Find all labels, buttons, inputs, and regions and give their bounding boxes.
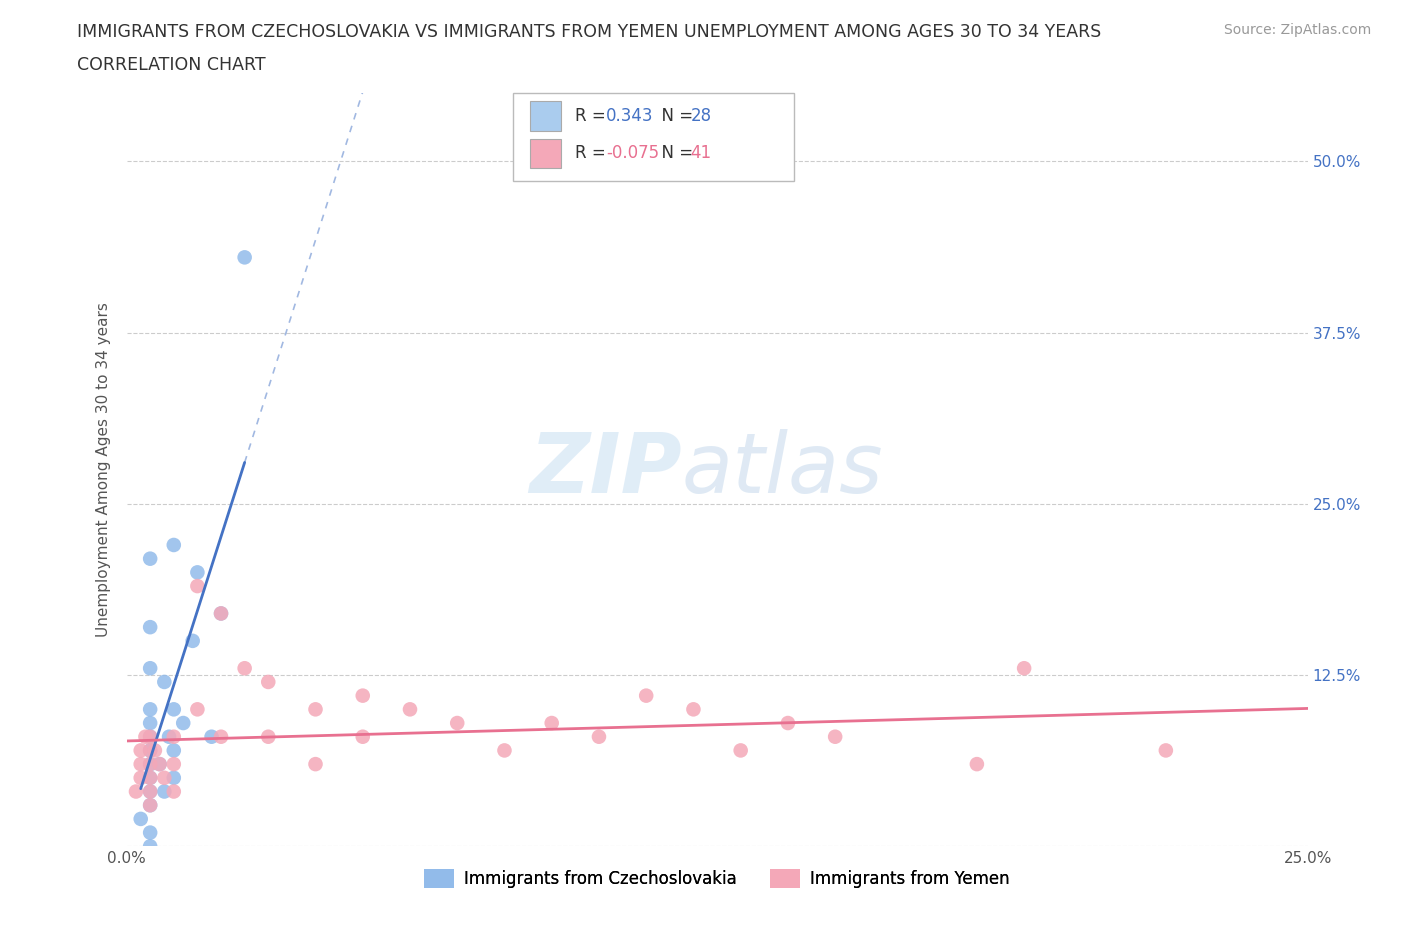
- Point: [163, 770, 186, 785]
- Point: [139, 798, 162, 813]
- Point: [163, 702, 186, 717]
- Text: CORRELATION CHART: CORRELATION CHART: [77, 56, 266, 73]
- Point: [824, 729, 846, 744]
- Point: [200, 729, 222, 744]
- Text: 0.343: 0.343: [606, 107, 654, 126]
- Point: [139, 743, 162, 758]
- Point: [257, 729, 280, 744]
- Point: [181, 633, 204, 648]
- Point: [139, 619, 162, 634]
- Text: N =: N =: [651, 144, 699, 163]
- Point: [153, 770, 176, 785]
- Point: [304, 757, 326, 772]
- Point: [153, 674, 176, 689]
- Point: [157, 729, 180, 744]
- Text: Source: ZipAtlas.com: Source: ZipAtlas.com: [1223, 23, 1371, 37]
- Point: [172, 715, 194, 730]
- Point: [446, 715, 468, 730]
- Point: [139, 839, 162, 854]
- Point: [139, 743, 162, 758]
- Point: [209, 606, 232, 621]
- Point: [257, 674, 280, 689]
- Point: [139, 784, 162, 799]
- Point: [134, 729, 156, 744]
- Point: [139, 715, 162, 730]
- Text: R =: R =: [575, 107, 612, 126]
- Point: [139, 770, 162, 785]
- Point: [139, 702, 162, 717]
- Point: [186, 702, 208, 717]
- Point: [730, 743, 752, 758]
- Point: [682, 702, 704, 717]
- Point: [304, 702, 326, 717]
- Text: ZIP: ZIP: [529, 429, 682, 511]
- Point: [139, 661, 162, 676]
- Point: [139, 784, 162, 799]
- Point: [186, 578, 208, 593]
- Point: [139, 729, 162, 744]
- Point: [352, 688, 374, 703]
- Text: 41: 41: [690, 144, 711, 163]
- Point: [399, 702, 422, 717]
- Point: [1154, 743, 1177, 758]
- Text: -0.075: -0.075: [606, 144, 659, 163]
- Point: [139, 825, 162, 840]
- Point: [139, 729, 162, 744]
- Point: [540, 715, 562, 730]
- Point: [163, 757, 186, 772]
- Point: [153, 784, 176, 799]
- Point: [139, 798, 162, 813]
- Point: [966, 757, 988, 772]
- Point: [129, 770, 152, 785]
- Point: [209, 606, 232, 621]
- Point: [139, 770, 162, 785]
- Point: [163, 784, 186, 799]
- Point: [233, 661, 256, 676]
- Point: [139, 757, 162, 772]
- Point: [494, 743, 516, 758]
- Point: [129, 743, 152, 758]
- Point: [149, 757, 172, 772]
- Point: [129, 812, 152, 827]
- Point: [125, 784, 148, 799]
- Text: atlas: atlas: [682, 429, 883, 511]
- Point: [163, 729, 186, 744]
- Point: [186, 565, 208, 579]
- Text: 28: 28: [690, 107, 711, 126]
- Y-axis label: Unemployment Among Ages 30 to 34 years: Unemployment Among Ages 30 to 34 years: [96, 302, 111, 637]
- Point: [163, 743, 186, 758]
- Text: IMMIGRANTS FROM CZECHOSLOVAKIA VS IMMIGRANTS FROM YEMEN UNEMPLOYMENT AMONG AGES : IMMIGRANTS FROM CZECHOSLOVAKIA VS IMMIGR…: [77, 23, 1101, 41]
- Point: [352, 729, 374, 744]
- Point: [636, 688, 658, 703]
- Point: [1012, 661, 1035, 676]
- Legend: Immigrants from Czechoslovakia, Immigrants from Yemen: Immigrants from Czechoslovakia, Immigran…: [418, 862, 1017, 895]
- Point: [139, 757, 162, 772]
- Point: [233, 250, 256, 265]
- Point: [163, 538, 186, 552]
- Point: [209, 729, 232, 744]
- Point: [776, 715, 799, 730]
- Point: [149, 757, 172, 772]
- Text: N =: N =: [651, 107, 699, 126]
- Point: [588, 729, 610, 744]
- Point: [129, 757, 152, 772]
- Point: [139, 551, 162, 566]
- Point: [143, 743, 166, 758]
- Text: R =: R =: [575, 144, 612, 163]
